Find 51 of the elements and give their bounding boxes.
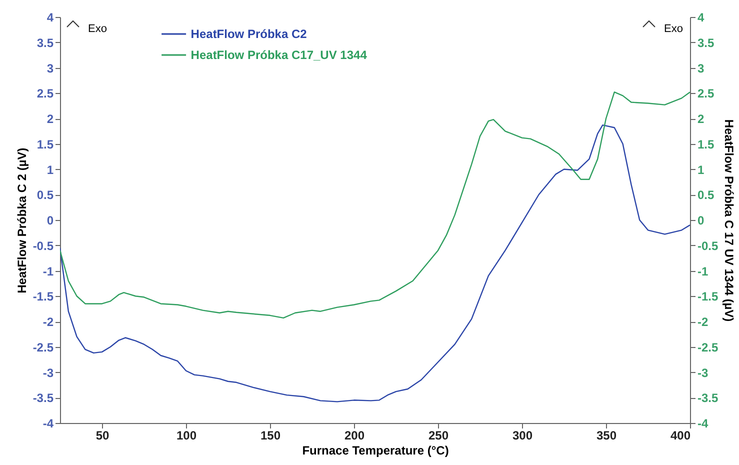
line-series [60,124,690,402]
y-tick-label: -3.5 [32,391,54,406]
y2-tick-label: 1.5 [698,137,715,152]
y2-tick-label: -3 [698,366,708,380]
y-tick-label: 1.5 [36,137,54,152]
y2-tick-label: 3 [698,61,704,76]
y-tick-label: -2 [42,315,54,329]
y2-tick-label: -2.5 [698,340,719,354]
y-axis-title: HeatFlow Próbka C 2 (µV) [14,148,29,294]
y2-tick-label: 1 [698,162,704,177]
annotation: Exo [664,23,683,35]
legend-label: HeatFlow Próbka C2 [190,27,308,41]
y-tick-label: -0.5 [32,238,54,253]
y2-axis-title: HeatFlow Próbka C 17 UV 1344 (µV) [722,119,736,322]
y-tick-label: 1 [46,162,54,177]
x-tick-label: 50 [96,428,110,442]
y-tick-label: 0 [46,214,54,228]
y2-tick-label: 0 [698,214,704,228]
y2-tick-label: -1.5 [698,290,719,304]
line-series [60,92,690,319]
y2-tick-label: -2 [698,315,708,329]
y2-tick-label: -4 [698,416,708,430]
x-tick-label: 250 [428,428,449,442]
y-tick-label: 2.5 [36,86,54,101]
x-axis-title: Furnace Temperature (°C) [302,444,449,458]
y2-tick-label: 2.5 [698,86,715,101]
y2-tick-label: 2 [698,112,704,126]
y-tick-label: -4 [42,416,54,430]
y2-tick-label: 0.5 [698,188,715,202]
y2-tick-label: -3.5 [698,391,719,406]
x-tick-label: 150 [260,428,281,442]
y-tick-label: 3 [46,61,54,76]
y-tick-label: 0.5 [36,188,54,202]
legend-label: HeatFlow Próbka C17_UV 1344 [190,48,368,62]
y2-tick-label: -0.5 [698,238,719,253]
x-tick-label: 400 [670,428,691,442]
y-tick-label: 4 [46,10,54,24]
x-tick-label: 200 [344,428,365,442]
y-tick-label: 3.5 [36,36,54,50]
y-tick-label: -2.5 [32,340,54,354]
y2-tick-label: -1 [698,264,708,278]
annotation: Exo [88,23,107,35]
x-tick-label: 300 [512,428,533,442]
y-tick-label: -1 [42,264,54,278]
y-tick-label: -1.5 [32,290,54,304]
x-tick-label: 100 [176,428,197,442]
y-tick-label: -3 [42,366,54,380]
y2-tick-label: 3.5 [698,36,715,50]
y-tick-label: 2 [46,112,54,126]
x-tick-label: 350 [596,428,617,442]
y2-tick-label: 4 [698,10,704,24]
